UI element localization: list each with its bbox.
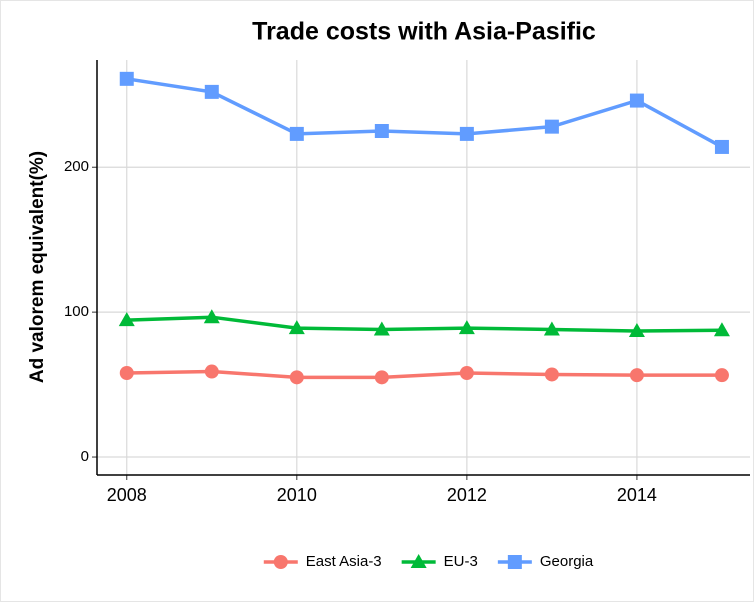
marker	[544, 367, 559, 382]
marker	[374, 124, 389, 139]
marker	[119, 365, 134, 380]
marker	[714, 368, 729, 383]
marker	[714, 139, 729, 154]
marker	[373, 321, 390, 336]
marker	[119, 71, 134, 86]
series-line	[126, 77, 723, 149]
marker	[458, 320, 475, 335]
marker	[204, 84, 219, 99]
x-tick-label: 2010	[277, 485, 317, 505]
marker	[289, 126, 304, 141]
y-tick-label: 200	[64, 158, 89, 175]
marker	[289, 370, 304, 385]
legend-label: East Asia-3	[306, 553, 382, 570]
legend-label: EU-3	[444, 553, 478, 570]
marker	[118, 312, 135, 327]
x-tick-label: 2012	[447, 485, 487, 505]
series-line	[126, 315, 722, 333]
x-tick-label: 2008	[107, 485, 147, 505]
legend-item: EU-3	[401, 553, 478, 570]
marker	[374, 370, 389, 385]
y-tick-label: 100	[64, 303, 89, 320]
marker	[459, 126, 474, 141]
marker	[628, 322, 645, 337]
x-tick-label: 2014	[617, 485, 657, 505]
marker	[288, 320, 305, 335]
legend: East Asia-3 EU-3 Georgia	[263, 553, 594, 570]
y-tick-label: 0	[81, 448, 89, 465]
marker	[203, 309, 220, 324]
marker	[713, 322, 730, 337]
chart-title: Trade costs with Asia-Pasific	[252, 18, 596, 46]
marker	[543, 321, 560, 336]
marker	[459, 365, 474, 380]
marker	[544, 119, 559, 134]
y-axis-label: Ad valorem equivalent(%)	[27, 151, 48, 383]
legend-item: Georgia	[497, 553, 594, 570]
marker	[273, 555, 288, 569]
marker	[507, 555, 522, 569]
marker	[410, 554, 427, 568]
legend-label: Georgia	[540, 553, 594, 570]
marker	[629, 93, 644, 108]
series-line	[126, 369, 722, 380]
marker	[629, 368, 644, 383]
marker	[204, 364, 219, 379]
legend-item: East Asia-3	[263, 553, 382, 570]
